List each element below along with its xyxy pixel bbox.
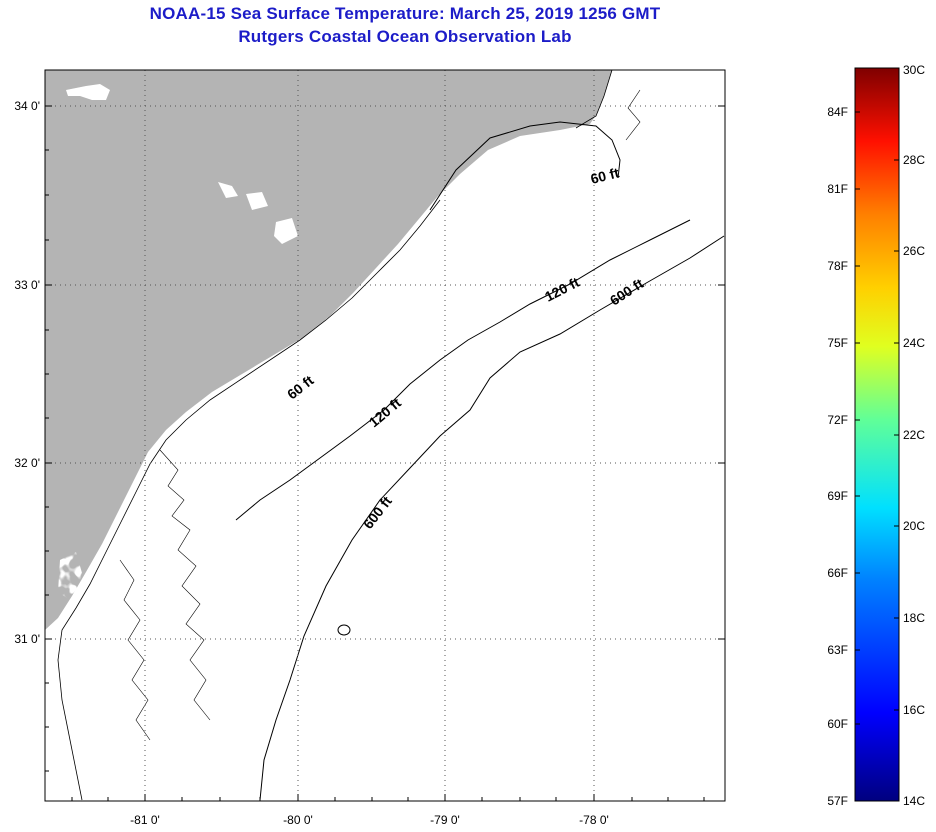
land-area: [45, 70, 612, 630]
colorbar-c-label: 28C: [903, 153, 925, 167]
sst-patch-coastal: [64, 636, 164, 800]
map-title: NOAA-15 Sea Surface Temperature: March 2…: [149, 4, 661, 23]
lat-label: 33 0': [14, 278, 40, 292]
sst-patch-teal: [318, 488, 338, 530]
sst-patch-cold-mid: [520, 170, 580, 226]
lake: [218, 182, 238, 198]
contour-label: 600 ft: [607, 275, 647, 309]
contour-label: 600 ft: [360, 493, 395, 532]
sst-patch-cool: [508, 330, 540, 368]
sst-patch-cool: [612, 200, 640, 222]
sst-patch-cool: [420, 420, 448, 444]
contour-label: 120 ft: [542, 274, 582, 305]
colorbar-f-label: 81F: [827, 182, 848, 196]
map-frame: [44, 69, 726, 802]
colorbar-f-label: 78F: [827, 259, 848, 273]
sst-patch-orange: [460, 646, 504, 770]
lat-label: 31 0': [14, 632, 40, 646]
lake: [246, 192, 268, 210]
lake: [66, 84, 110, 100]
sst-patch-green: [190, 624, 236, 680]
marsh-lines: [119, 89, 641, 741]
sst-patch-green: [520, 696, 556, 760]
colorbar-f-label: 69F: [827, 489, 848, 503]
sst-patch-coastal: [58, 552, 84, 600]
sst-patch-orange: [378, 482, 500, 660]
contour-island: [337, 624, 351, 636]
map-subtitle: Rutgers Coastal Ocean Observation Lab: [238, 27, 572, 46]
colorbar-c-label: 16C: [903, 703, 925, 717]
colorbar-f-label: 84F: [827, 105, 848, 119]
contour-label: 60 ft: [589, 164, 621, 187]
sst-patch-orange: [566, 530, 620, 584]
colorbar-c-label: 14C: [903, 794, 925, 808]
colorbar-c-label: 26C: [903, 244, 925, 258]
colorbar-f-label: 75F: [827, 336, 848, 350]
colorbar-f-label: 63F: [827, 643, 848, 657]
sst-patch-coastal: [96, 590, 150, 640]
lat-label: 32 0': [14, 456, 40, 470]
lon-label: -80 0': [283, 813, 313, 827]
sst-patch-cold: [716, 78, 725, 100]
colorbar-f-label: 57F: [827, 794, 848, 808]
lon-label: -78 0': [579, 813, 609, 827]
colorbar-c-label: 20C: [903, 519, 925, 533]
sst-patch-cool: [432, 308, 466, 336]
colorbar-f-label: 60F: [827, 717, 848, 731]
sst-patch-orange: [662, 496, 698, 524]
sst-patch-cold-dark: [560, 136, 640, 190]
contour-120ft: [235, 219, 691, 521]
colorbar-c-label: 30C: [903, 63, 925, 77]
colorbar-c-label: 18C: [903, 611, 925, 625]
lake: [274, 218, 298, 244]
colorbar-c-label: 22C: [903, 428, 925, 442]
colorbar-f-label: 66F: [827, 566, 848, 580]
colorbar-c-label: 24C: [903, 336, 925, 350]
sst-patch-teal: [248, 580, 276, 618]
colorbar: [854, 67, 900, 802]
lon-label: -81 0': [130, 813, 160, 827]
contour-600ft: [259, 235, 725, 801]
lat-label: 34 0': [14, 99, 40, 113]
sst-patch-teal: [516, 494, 542, 520]
colorbar-f-label: 72F: [827, 413, 848, 427]
lon-label: -79 0': [430, 813, 460, 827]
contour-60ft: [429, 121, 621, 211]
sst-patch-green: [296, 520, 336, 620]
